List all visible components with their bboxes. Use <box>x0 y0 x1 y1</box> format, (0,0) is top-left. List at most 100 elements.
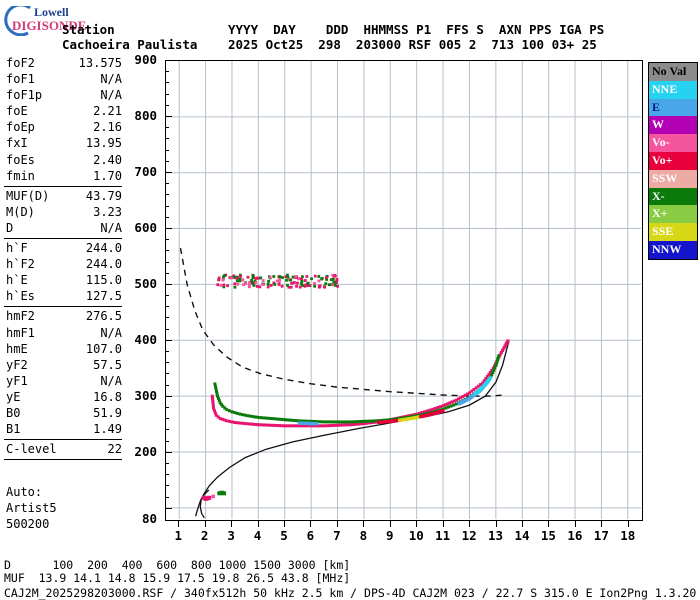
param-value: 244.0 <box>86 257 122 271</box>
legend-item-nnw[interactable]: NNW <box>649 241 697 259</box>
y-tick-mark <box>165 105 169 106</box>
param-key: MUF(D) <box>6 189 49 203</box>
param-row: h`E 115.0 <box>4 273 122 289</box>
param-value: 57.5 <box>93 358 122 372</box>
y-tick-label: 400 <box>115 332 157 347</box>
y-tick-mark <box>165 60 172 61</box>
y-tick-mark <box>165 116 172 117</box>
param-key: hmF1 <box>6 326 35 340</box>
y-tick-mark <box>165 82 169 83</box>
param-row: h`F2 244.0 <box>4 257 122 273</box>
x-tick-label: 5 <box>272 528 296 543</box>
x-tick-label: 17 <box>589 528 613 543</box>
param-key: yF1 <box>6 374 28 388</box>
x-tick-label: 15 <box>536 528 560 543</box>
legend-item-no-val[interactable]: No Val <box>649 63 697 81</box>
x-tick-label: 1 <box>166 528 190 543</box>
param-group-profile: hmF2 276.5 hmF1 N/A hmE 107.0 yF2 57.5 yF1 N/A yE 1… <box>4 309 122 438</box>
y-tick-mark <box>165 262 169 263</box>
x-tick-label: 3 <box>219 528 243 543</box>
y-tick-mark <box>165 396 172 397</box>
y-tick-mark <box>165 329 169 330</box>
legend-item-vo[interactable]: Vo- <box>649 134 697 152</box>
x-tick-label: 16 <box>563 528 587 543</box>
legend-item-x[interactable]: X- <box>649 188 697 206</box>
y-tick-mark <box>165 217 169 218</box>
y-tick-mark <box>165 194 169 195</box>
param-value: 43.79 <box>86 189 122 203</box>
y-tick-mark <box>165 317 169 318</box>
param-key: fxI <box>6 136 28 150</box>
y-tick-mark <box>165 239 169 240</box>
x-tick-mark <box>469 521 470 527</box>
polarization-legend: No Val NNE E W Vo- Vo+ SSW X- X+ SSE NNW <box>648 62 698 260</box>
y-tick-mark <box>165 127 169 128</box>
footer-source-row: CAJ2M_2025298203000.RSF / 340fx512h 50 k… <box>4 586 696 600</box>
param-value: 3.23 <box>93 205 122 219</box>
x-tick-mark <box>231 521 232 527</box>
param-row: hmF2 276.5 <box>4 309 122 325</box>
param-key: foEp <box>6 120 35 134</box>
param-group-muf: MUF(D) 43.79 M(D) 3.23 D N/A <box>4 189 122 237</box>
x-tick-mark <box>205 521 206 527</box>
param-key: M(D) <box>6 205 35 219</box>
legend-item-w[interactable]: W <box>649 116 697 134</box>
x-tick-mark <box>390 521 391 527</box>
param-key: foF1 <box>6 72 35 86</box>
legend-item-nne[interactable]: NNE <box>649 81 697 99</box>
ionogram-plot <box>165 60 643 521</box>
footer-muf-row: MUF 13.9 14.1 14.8 15.9 17.5 19.8 26.5 4… <box>4 571 350 585</box>
x-tick-mark <box>363 521 364 527</box>
y-tick-mark <box>165 228 172 229</box>
y-tick-mark <box>165 485 169 486</box>
y-tick-mark <box>165 273 169 274</box>
y-tick-mark <box>165 407 169 408</box>
x-tick-label: 14 <box>510 528 534 543</box>
x-tick-mark <box>310 521 311 527</box>
x-tick-label: 12 <box>457 528 481 543</box>
param-value: 1.49 <box>93 422 122 436</box>
y-tick-mark <box>165 250 169 251</box>
autoscaling-info: Auto: Artist5 500200 <box>6 484 57 532</box>
param-value: 244.0 <box>86 241 122 255</box>
param-key: foF2 <box>6 56 35 70</box>
legend-item-e[interactable]: E <box>649 99 697 117</box>
param-value: 13.95 <box>86 136 122 150</box>
x-tick-mark <box>575 521 576 527</box>
y-tick-mark <box>165 362 169 363</box>
y-tick-mark <box>165 452 172 453</box>
y-tick-mark <box>165 497 169 498</box>
y-tick-mark <box>165 284 172 285</box>
y-tick-mark <box>165 463 169 464</box>
divider <box>4 186 122 187</box>
x-tick-mark <box>496 521 497 527</box>
param-key: h`F2 <box>6 257 35 271</box>
param-row: h`Es 127.5 <box>4 289 122 305</box>
ionospheric-parameters-panel: foF2 13.575 foF1 N/A foF1p N/A foE 2.21 foEp 2.16… <box>4 56 122 462</box>
y-tick-mark <box>165 183 169 184</box>
y-tick-label: 300 <box>115 388 157 403</box>
y-tick-mark <box>165 138 169 139</box>
param-key: h`F <box>6 241 28 255</box>
x-tick-mark <box>258 521 259 527</box>
x-tick-mark <box>443 521 444 527</box>
y-tick-label: 80 <box>115 511 157 526</box>
y-tick-mark <box>165 429 169 430</box>
param-value: N/A <box>100 374 122 388</box>
y-tick-mark <box>165 340 172 341</box>
x-tick-label: 13 <box>484 528 508 543</box>
x-tick-label: 10 <box>404 528 428 543</box>
ionogram-canvas <box>166 61 641 519</box>
legend-item-x[interactable]: X+ <box>649 205 697 223</box>
param-row: yF1 N/A <box>4 374 122 390</box>
param-key: B0 <box>6 406 20 420</box>
legend-item-vo[interactable]: Vo+ <box>649 152 697 170</box>
param-key: fmin <box>6 169 35 183</box>
param-value: N/A <box>100 72 122 86</box>
legend-item-sse[interactable]: SSE <box>649 223 697 241</box>
param-key: D <box>6 221 13 235</box>
x-tick-mark <box>628 521 629 527</box>
y-tick-mark <box>165 71 169 72</box>
legend-item-ssw[interactable]: SSW <box>649 170 697 188</box>
y-tick-mark <box>165 385 169 386</box>
